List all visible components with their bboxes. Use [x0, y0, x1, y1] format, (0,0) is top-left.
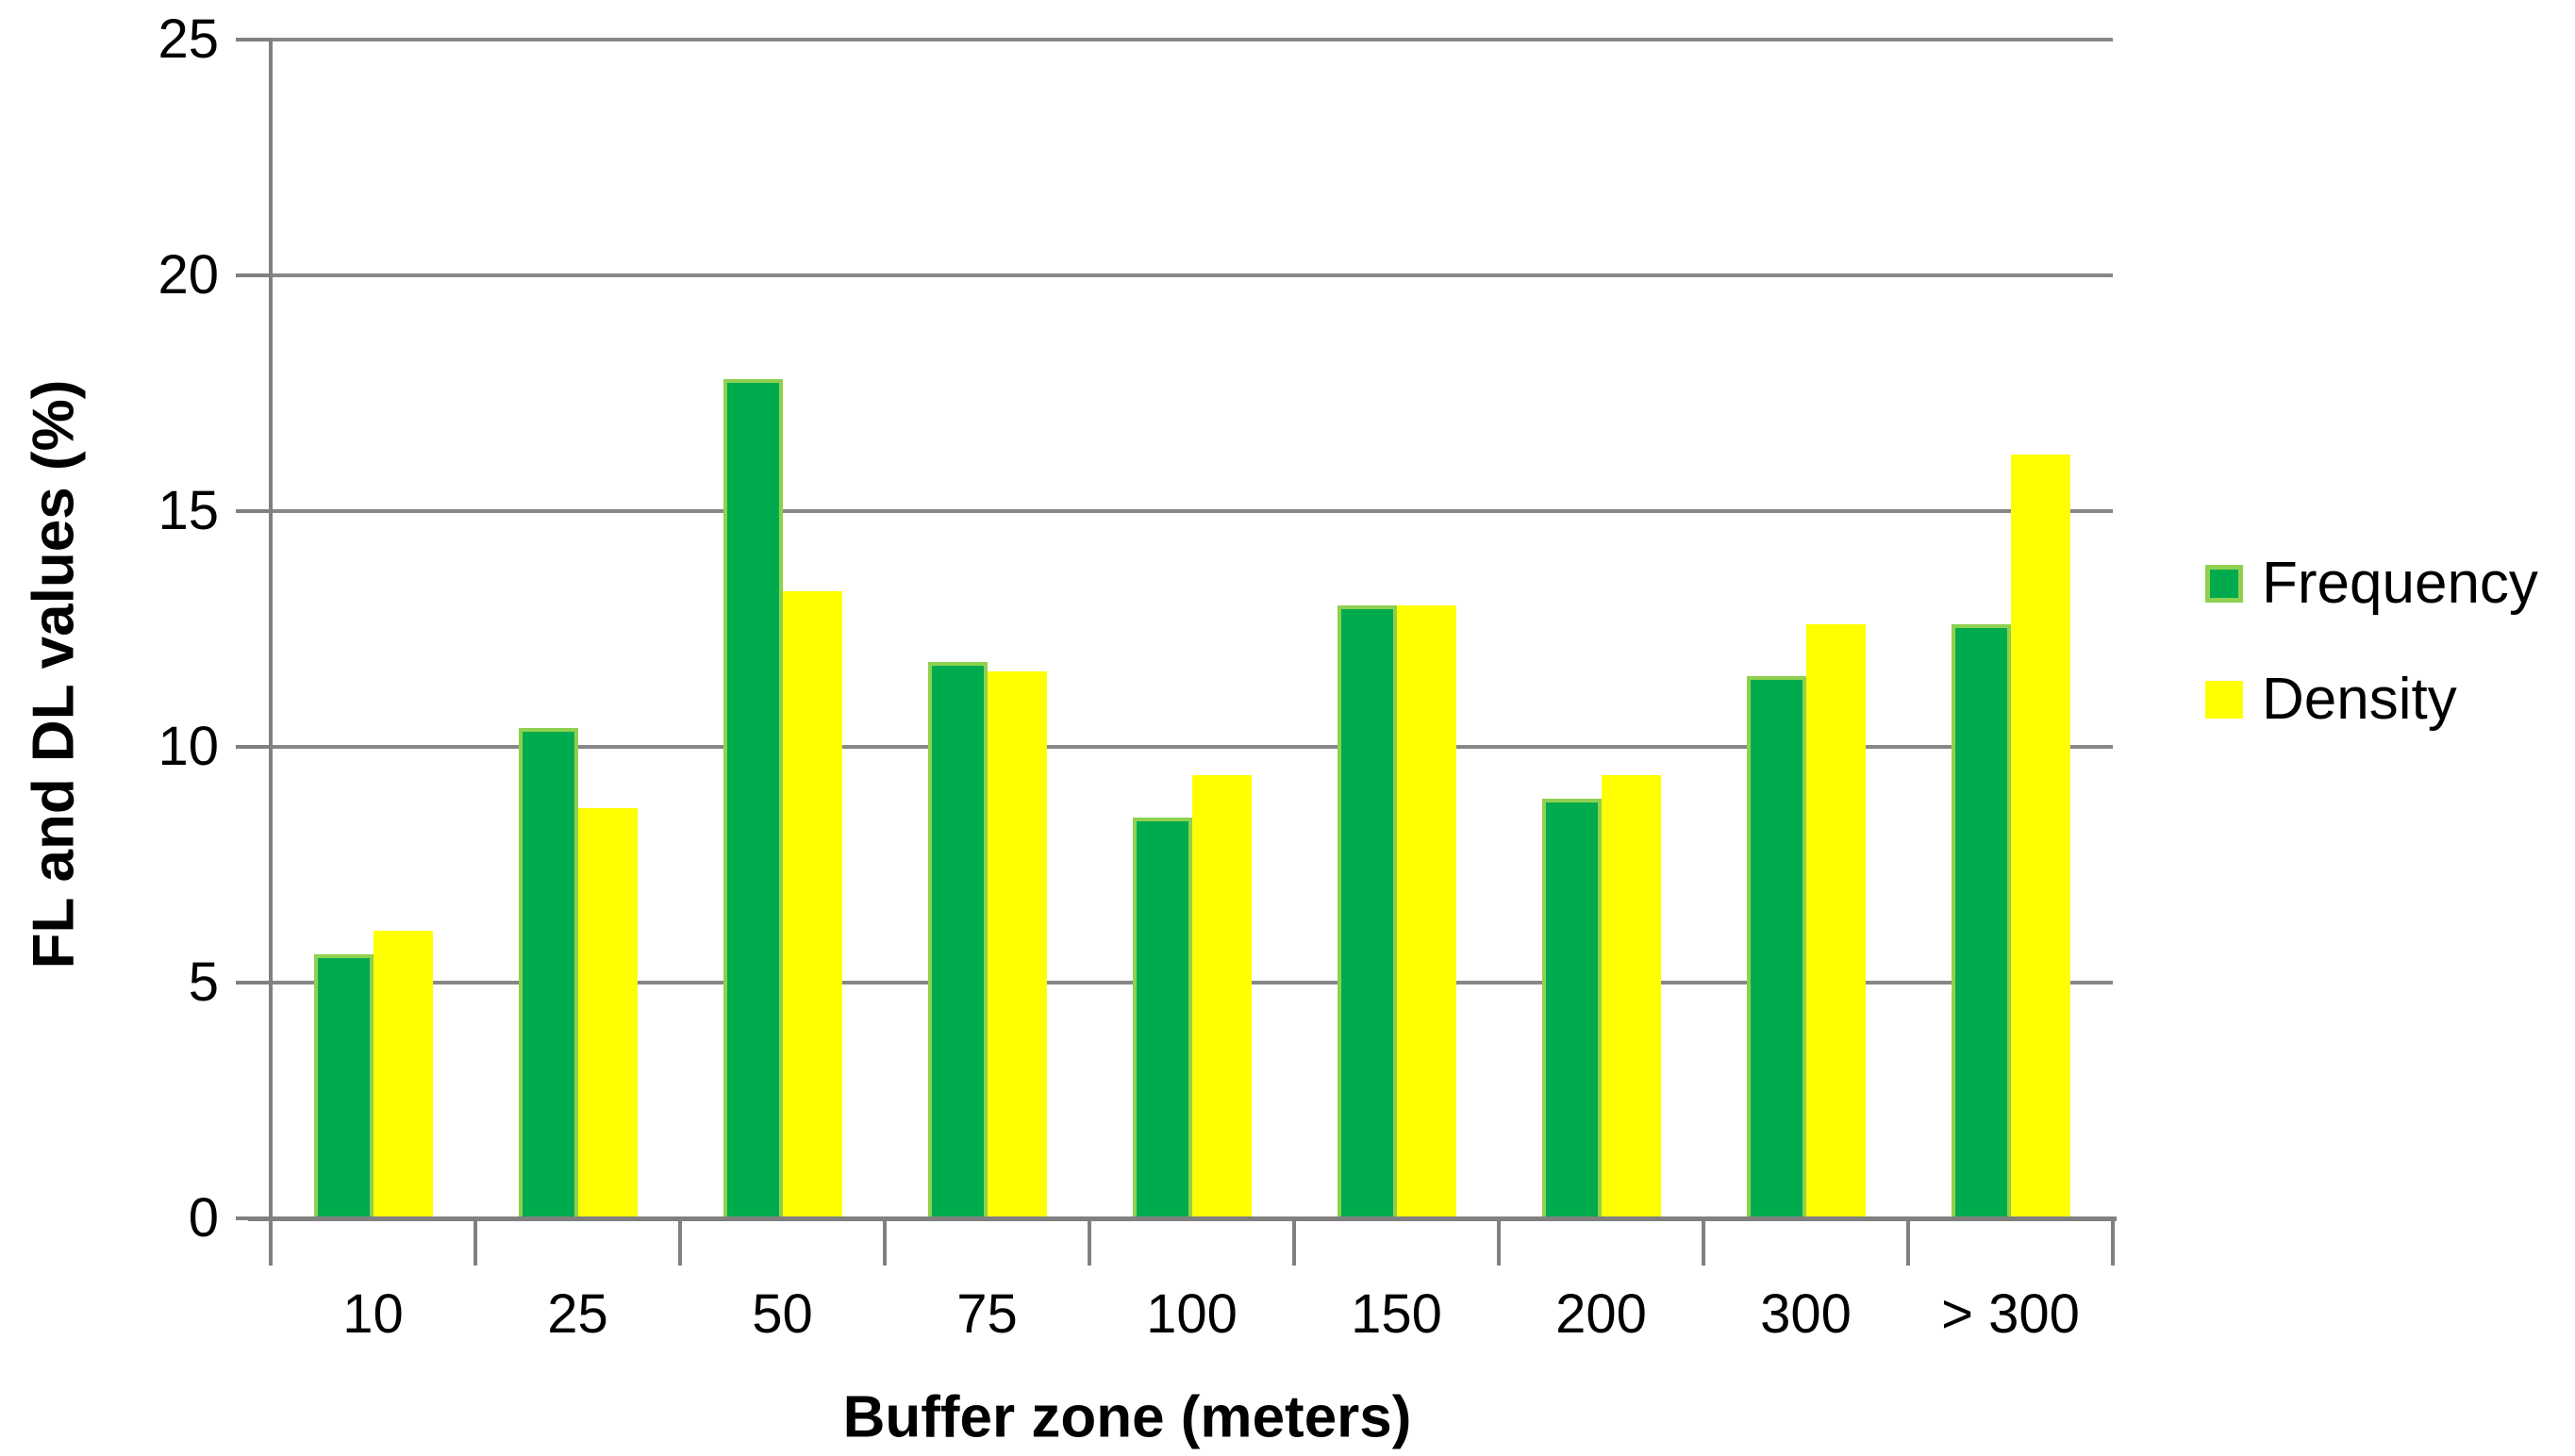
y-axis-tick-label: 25 [158, 8, 219, 70]
y-axis-tick [236, 745, 271, 749]
gridline-y-25 [271, 38, 2113, 41]
gridline-y-15 [271, 509, 2113, 513]
x-axis-tick [473, 1218, 477, 1266]
plot-area [271, 38, 2113, 1218]
bar-density-> 300 [2010, 455, 2070, 1218]
x-axis-tick-label: 200 [1555, 1283, 1647, 1345]
bar-frequency-150 [1337, 605, 1397, 1218]
x-axis-tick-label: 50 [752, 1283, 813, 1345]
legend: Frequency Density [2205, 554, 2538, 786]
bar-frequency-75 [927, 662, 988, 1218]
y-axis-tick-label: 15 [158, 480, 219, 541]
x-axis-tick [1292, 1218, 1296, 1266]
bar-frequency-> 300 [1951, 624, 2011, 1218]
y-axis-tick [236, 273, 271, 277]
x-axis-tick-label: 10 [342, 1283, 404, 1345]
bar-frequency-300 [1746, 676, 1806, 1218]
y-axis-title: FL and DL values (%) [21, 379, 87, 969]
y-axis-tick [236, 1216, 271, 1220]
bar-density-75 [987, 671, 1047, 1218]
y-axis-tick-label: 10 [158, 716, 219, 777]
x-axis-tick [883, 1218, 887, 1266]
bar-density-50 [782, 591, 842, 1218]
bar-frequency-25 [518, 728, 578, 1218]
legend-item-density: Density [2205, 670, 2538, 729]
legend-label: Density [2262, 667, 2457, 732]
bar-frequency-50 [723, 379, 783, 1218]
bar-group-25 [475, 40, 680, 1218]
gridline-y-20 [271, 273, 2113, 277]
x-axis-tick [678, 1218, 682, 1266]
bar-group-10 [271, 40, 475, 1218]
y-axis-tick [236, 509, 271, 513]
x-axis-tick [1497, 1218, 1501, 1266]
gridline-y-10 [271, 745, 2113, 749]
bar-density-300 [1805, 624, 1866, 1218]
bar-group-100 [1089, 40, 1294, 1218]
y-axis-tick-label: 5 [188, 951, 219, 1013]
x-axis-line [248, 1216, 2117, 1221]
bar-density-10 [373, 931, 433, 1218]
legend-swatch-frequency [2205, 565, 2243, 603]
bar-density-100 [1191, 775, 1252, 1218]
y-axis-tick [236, 981, 271, 984]
x-axis-tick-label: 150 [1351, 1283, 1442, 1345]
bar-frequency-100 [1132, 818, 1192, 1218]
bar-density-200 [1601, 775, 1661, 1218]
x-axis-tick [1088, 1218, 1091, 1266]
bar-frequency-200 [1541, 799, 1602, 1218]
x-axis-tick [269, 1218, 273, 1266]
legend-item-frequency: Frequency [2205, 554, 2538, 613]
x-axis-tick [2111, 1218, 2115, 1266]
x-axis-tick-label: > 300 [1941, 1283, 2080, 1345]
bar-density-25 [577, 808, 638, 1218]
x-axis-tick-label: 75 [956, 1283, 1018, 1345]
y-axis-tick-label: 0 [188, 1187, 219, 1249]
bar-group-150 [1294, 40, 1499, 1218]
x-axis-tick [1702, 1218, 1705, 1266]
bar-group-75 [885, 40, 1089, 1218]
x-axis-tick-label: 300 [1760, 1283, 1852, 1345]
x-axis-title: Buffer zone (meters) [842, 1384, 1412, 1450]
bar-frequency-10 [313, 954, 374, 1218]
x-axis-tick-label: 100 [1146, 1283, 1238, 1345]
x-axis-tick [1906, 1218, 1910, 1266]
bar-density-150 [1396, 605, 1456, 1218]
y-axis-tick [236, 38, 271, 41]
legend-label: Frequency [2262, 551, 2538, 616]
y-axis-tick-label: 20 [158, 244, 219, 306]
y-axis-line [269, 40, 273, 1220]
x-axis-tick-label: 25 [547, 1283, 608, 1345]
bar-group-300 [1703, 40, 1908, 1218]
legend-swatch-density [2205, 681, 2243, 719]
bar-group-50 [680, 40, 885, 1218]
bar-group-> 300 [1908, 40, 2113, 1218]
bar-group-200 [1499, 40, 1703, 1218]
